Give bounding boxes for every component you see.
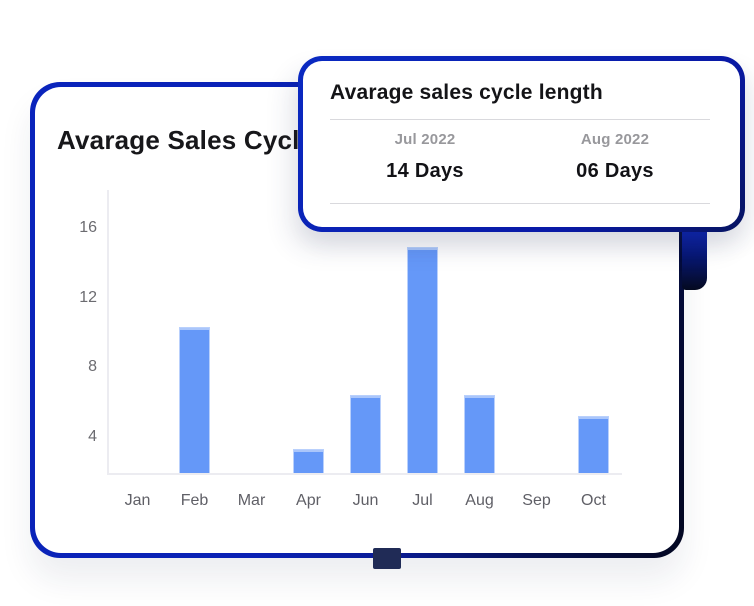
y-axis-tick-label: 4 [88,427,97,445]
tooltip-column-jul: Jul 2022 14 Days [330,131,520,183]
tooltip-column-aug: Aug 2022 06 Days [520,131,710,183]
x-axis-label-oct: Oct [581,492,606,509]
tooltip-card: Avarage sales cycle length Jul 2022 14 D… [303,61,740,227]
x-axis-label-jan: Jan [124,492,151,509]
card-bottom-notch [373,548,401,569]
x-axis-label-sep: Sep [522,492,551,509]
tooltip-period-value: 14 Days [386,160,464,182]
chart-plot: 4 8 12 16 Jan Feb Mar Apr Jun Jul Aug Sep Oct [79,190,622,509]
chart-title: Avarage Sales Cycle [57,125,315,155]
bar-jul[interactable] [407,247,438,473]
tooltip-title: Avarage sales cycle length [330,81,603,104]
x-axis-label-jul: Jul [412,492,433,509]
tooltip-period-label: Jul 2022 [394,131,456,148]
x-axis-label-aug: Aug [465,492,494,509]
y-axis-tick-label: 8 [88,358,97,376]
tooltip-divider-bottom [330,203,710,204]
x-axis-label-feb: Feb [180,492,209,509]
bar-jun[interactable] [350,394,381,473]
tooltip-card-border: Avarage sales cycle length Jul 2022 14 D… [298,56,745,232]
bar-oct[interactable] [578,415,609,473]
tooltip-tail [682,230,707,290]
x-axis-label-mar: Mar [237,492,266,509]
y-axis-tick-label: 16 [79,219,97,237]
bar-feb[interactable] [179,327,210,473]
tooltip-divider-top [330,119,710,120]
tooltip-columns: Jul 2022 14 Days Aug 2022 06 Days [330,131,710,183]
x-axis-label-apr: Apr [296,492,321,509]
x-axis-label-jun: Jun [352,492,379,509]
bar-apr[interactable] [293,448,324,473]
bar-aug[interactable] [464,394,495,473]
tooltip-period-label: Aug 2022 [580,131,650,148]
y-axis-tick-label: 12 [79,288,97,306]
tooltip-period-value: 06 Days [576,160,654,182]
